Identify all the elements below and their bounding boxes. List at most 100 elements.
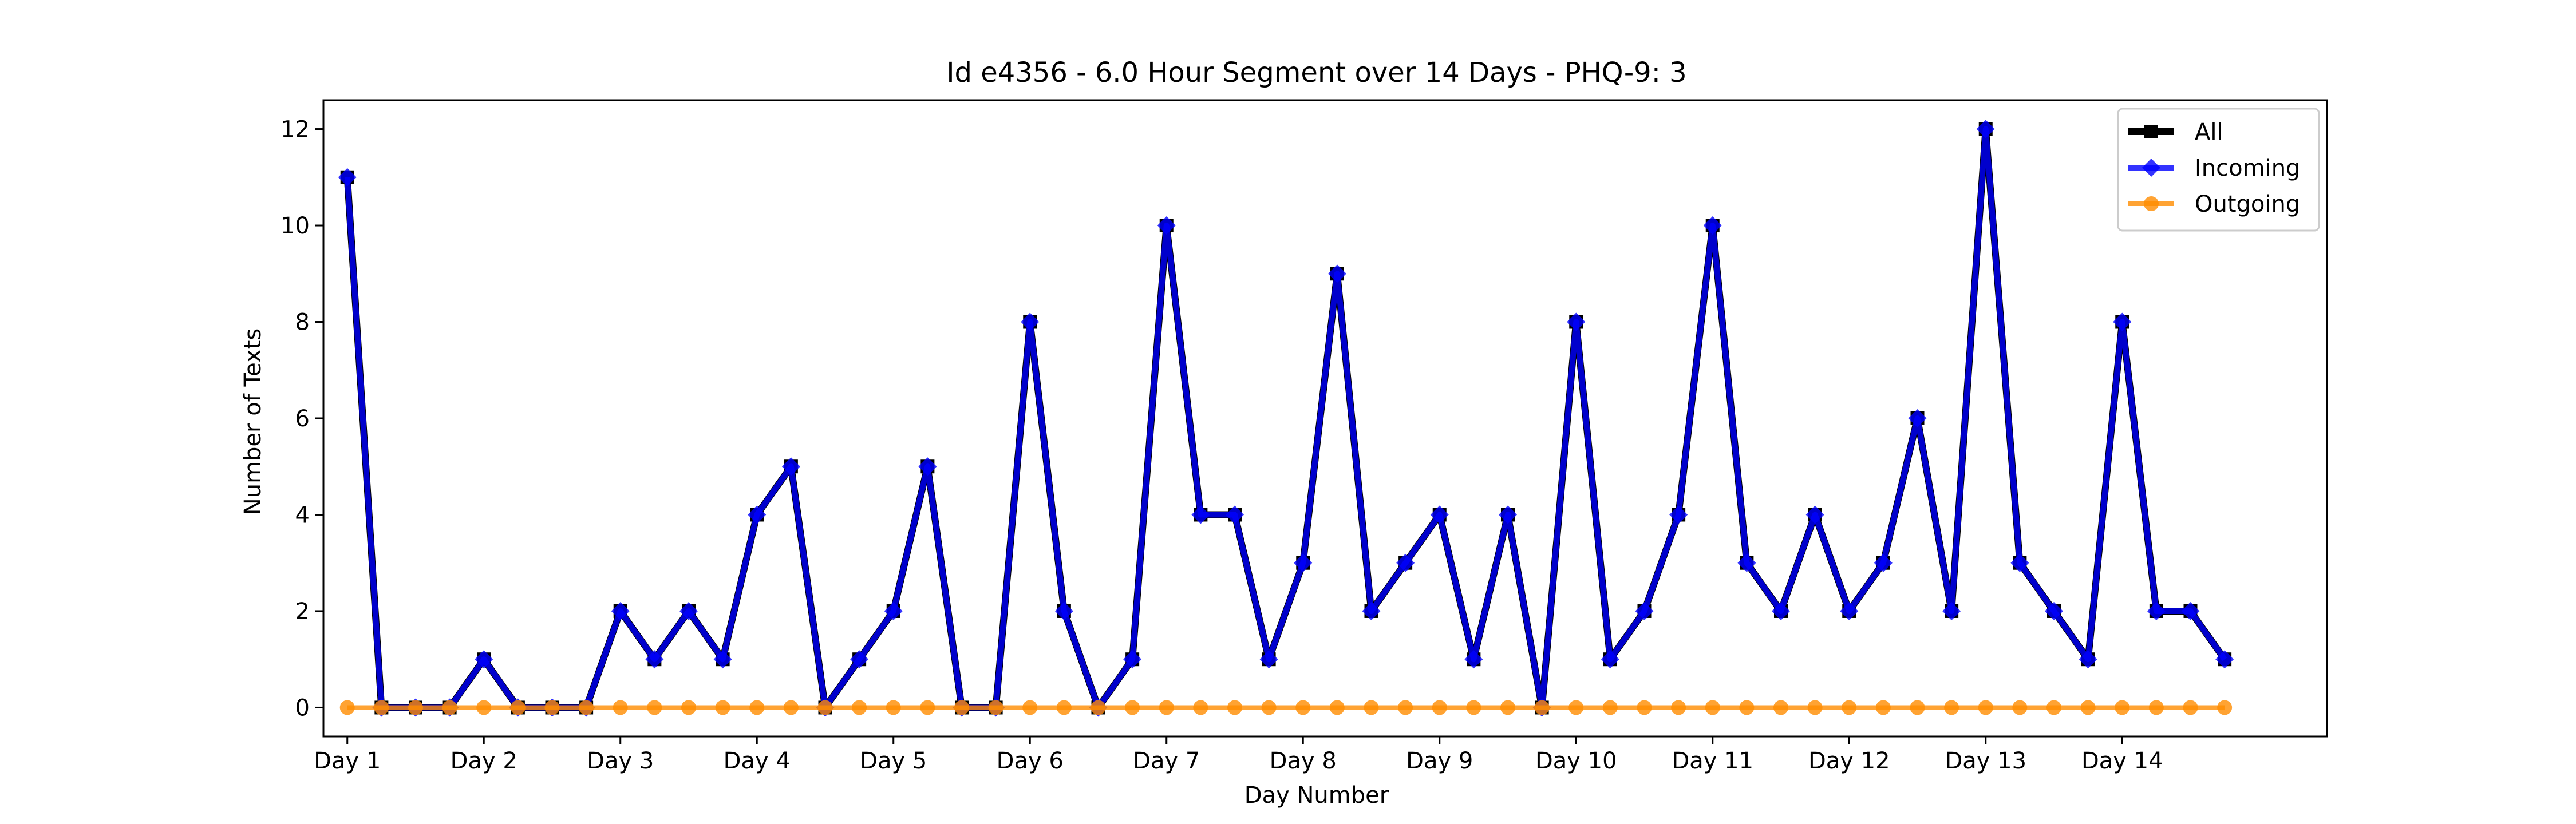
outgoing-data-point: [852, 700, 867, 715]
outgoing-data-point: [647, 700, 662, 715]
outgoing-data-point: [1364, 700, 1379, 715]
incoming-data-point: [1976, 120, 1995, 138]
incoming-data-point: [2044, 601, 2063, 620]
outgoing-data-point: [1227, 700, 1242, 715]
incoming-data-point: [713, 650, 732, 669]
x-axis: Day 1 Day 2 Day 3 Day 4 Day 5 Day 6 Day 7 Day 8…: [314, 736, 2163, 774]
outgoing-data-point: [1398, 700, 1413, 715]
outgoing-data-point: [817, 700, 833, 715]
outgoing-data-point: [1091, 700, 1106, 715]
y-tick-label: 6: [295, 406, 310, 432]
plot-area: 0 2 4 6 8 10 12 Day 1 Day 2 Day 3 Day 4 Day 5 Day 6…: [280, 99, 2328, 774]
incoming-data-point: [1054, 601, 1073, 620]
outgoing-data-point: [1944, 700, 1959, 715]
outgoing-data-point: [1671, 700, 1686, 715]
outgoing-data-point: [1842, 700, 1857, 715]
x-tick-label: Day 5: [860, 748, 927, 774]
incoming-data-point: [1362, 601, 1381, 620]
outgoing-data-point: [1739, 700, 1755, 715]
incoming-data-point: [1737, 553, 1756, 572]
outgoing-data-point: [408, 700, 423, 715]
outgoing-data-point: [954, 700, 969, 715]
outgoing-data-point: [715, 700, 730, 715]
y-axis: 0 2 4 6 8 10 12: [280, 117, 323, 721]
chart-title: Id e4356 - 6.0 Hour Segment over 14 Days…: [946, 57, 1686, 89]
outgoing-data-point: [1329, 700, 1345, 715]
outgoing-data-point: [476, 700, 492, 715]
incoming-data-point: [2147, 601, 2166, 620]
incoming-data-point: [1021, 312, 1040, 331]
y-tick-label: 0: [295, 695, 310, 721]
incoming-data-point: [2181, 601, 2200, 620]
legend-all-data-point: [2144, 125, 2158, 138]
incoming-data-point: [1259, 650, 1278, 669]
outgoing-data-point: [920, 700, 935, 715]
incoming-data-point: [918, 457, 937, 476]
x-tick-label: Day 13: [1945, 748, 2026, 774]
y-axis-label: Number of Texts: [240, 328, 266, 515]
outgoing-data-point: [2115, 700, 2130, 715]
outgoing-data-point: [442, 700, 457, 715]
incoming-data-point: [645, 650, 664, 669]
incoming-data-point: [2215, 650, 2234, 669]
outgoing-data-point: [1261, 700, 1277, 715]
incoming-data-point: [1498, 505, 1517, 524]
outgoing-data-point: [1466, 700, 1481, 715]
outgoing-data-point: [374, 700, 389, 715]
incoming-data-point: [1123, 650, 1142, 669]
x-tick-label: Day 6: [997, 748, 1064, 774]
incoming-data-point: [1396, 553, 1415, 572]
incoming-data-point: [1567, 312, 1586, 331]
incoming-data-point: [1874, 553, 1893, 572]
incoming-data-point: [1908, 409, 1927, 427]
incoming-data-point: [781, 457, 800, 476]
outgoing-data-point: [1193, 700, 1208, 715]
outgoing-data-point: [2080, 700, 2096, 715]
outgoing-data-point: [579, 700, 594, 715]
outgoing-data-point: [1568, 700, 1584, 715]
incoming-data-point: [1191, 505, 1210, 524]
legend-box: [2117, 108, 2320, 232]
incoming-data-point: [748, 505, 767, 524]
x-tick-label: Day 14: [2081, 748, 2163, 774]
plot-frame: [322, 99, 2328, 738]
incoming-data-point: [1430, 505, 1449, 524]
legend: All Incoming Outgoing: [2117, 108, 2320, 232]
outgoing-data-point: [1807, 700, 1823, 715]
incoming-data-point: [1669, 505, 1688, 524]
y-tick-label: 4: [295, 502, 310, 528]
series-layer: [338, 120, 2234, 717]
incoming-data-point: [1635, 601, 1654, 620]
legend-label-all: All: [2195, 119, 2223, 145]
incoming-data-point: [475, 650, 493, 669]
outgoing-data-point: [544, 700, 560, 715]
y-tick-label: 12: [280, 117, 310, 143]
outgoing-data-point: [2183, 700, 2198, 715]
legend-incoming-data-point: [2142, 159, 2160, 177]
outgoing-data-point: [2217, 700, 2233, 715]
outgoing-data-point: [1875, 700, 1891, 715]
outgoing-data-point: [1295, 700, 1311, 715]
outgoing-data-point: [749, 700, 765, 715]
legend-label-incoming: Incoming: [2195, 155, 2300, 181]
outgoing-data-point: [613, 700, 628, 715]
incoming-data-point: [2113, 312, 2132, 331]
x-tick-label: Day 9: [1406, 748, 1473, 774]
outgoing-data-point: [1602, 700, 1618, 715]
x-axis-label: Day Number: [1244, 782, 1389, 809]
legend-label-outgoing: Outgoing: [2195, 191, 2300, 217]
outgoing-data-point: [2012, 700, 2028, 715]
x-tick-label: Day 12: [1808, 748, 1890, 774]
incoming-data-point: [1464, 650, 1483, 669]
outgoing-data-point: [1125, 700, 1140, 715]
x-tick-label: Day 7: [1133, 748, 1200, 774]
incoming-data-point: [1157, 216, 1176, 235]
x-tick-label: Day 3: [587, 748, 654, 774]
outgoing-data-point: [1773, 700, 1788, 715]
outgoing-data-point: [1432, 700, 1447, 715]
x-tick-label: Day 11: [1672, 748, 1753, 774]
outgoing-data-point: [1705, 700, 1720, 715]
incoming-data-point: [1601, 650, 1619, 669]
